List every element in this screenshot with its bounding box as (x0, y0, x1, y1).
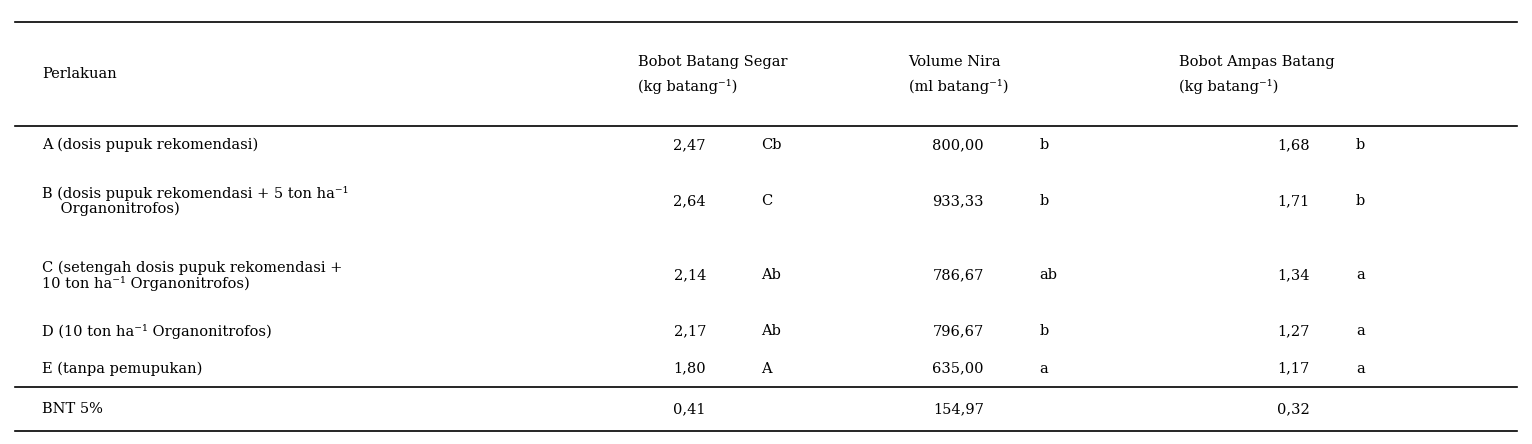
Text: b: b (1039, 194, 1048, 208)
Text: a: a (1356, 325, 1365, 338)
Text: ab: ab (1039, 269, 1057, 282)
Text: 2,64: 2,64 (674, 194, 706, 208)
Text: 1,71: 1,71 (1278, 194, 1310, 208)
Text: 796,67: 796,67 (933, 325, 984, 338)
Text: D (10 ton ha⁻¹ Organonitrofos): D (10 ton ha⁻¹ Organonitrofos) (43, 324, 273, 339)
Text: a: a (1039, 362, 1048, 376)
Text: b: b (1356, 194, 1365, 208)
Text: Ab: Ab (761, 269, 781, 282)
Text: Ab: Ab (761, 325, 781, 338)
Text: 635,00: 635,00 (931, 362, 984, 376)
Text: (ml batang⁻¹): (ml batang⁻¹) (908, 79, 1008, 94)
Text: BNT 5%: BNT 5% (43, 402, 103, 416)
Text: 786,67: 786,67 (933, 269, 984, 282)
Text: Organonitrofos): Organonitrofos) (43, 202, 181, 216)
Text: A (dosis pupuk rekomendasi): A (dosis pupuk rekomendasi) (43, 138, 259, 152)
Text: a: a (1356, 362, 1365, 376)
Text: Cb: Cb (761, 138, 781, 152)
Text: b: b (1356, 138, 1365, 152)
Text: Perlakuan: Perlakuan (43, 67, 116, 81)
Text: Bobot Batang Segar: Bobot Batang Segar (639, 55, 787, 69)
Text: Bobot Ampas Batang: Bobot Ampas Batang (1180, 55, 1334, 69)
Text: 0,41: 0,41 (674, 402, 706, 416)
Text: 1,68: 1,68 (1276, 138, 1310, 152)
Text: a: a (1356, 269, 1365, 282)
Text: (kg batang⁻¹): (kg batang⁻¹) (1180, 79, 1278, 94)
Text: Volume Nira: Volume Nira (908, 55, 1002, 69)
Text: 154,97: 154,97 (933, 402, 984, 416)
Text: b: b (1039, 325, 1048, 338)
Text: 0,32: 0,32 (1276, 402, 1310, 416)
Text: 2,14: 2,14 (674, 269, 706, 282)
Text: 1,17: 1,17 (1278, 362, 1310, 376)
Text: 2,17: 2,17 (674, 325, 706, 338)
Text: 2,47: 2,47 (674, 138, 706, 152)
Text: 1,80: 1,80 (674, 362, 706, 376)
Text: 1,27: 1,27 (1278, 325, 1310, 338)
Text: E (tanpa pemupukan): E (tanpa pemupukan) (43, 361, 202, 376)
Text: 933,33: 933,33 (931, 194, 984, 208)
Text: 10 ton ha⁻¹ Organonitrofos): 10 ton ha⁻¹ Organonitrofos) (43, 276, 250, 291)
Text: A: A (761, 362, 772, 376)
Text: 1,34: 1,34 (1278, 269, 1310, 282)
Text: (kg batang⁻¹): (kg batang⁻¹) (639, 79, 738, 94)
Text: B (dosis pupuk rekomendasi + 5 ton ha⁻¹: B (dosis pupuk rekomendasi + 5 ton ha⁻¹ (43, 186, 349, 201)
Text: b: b (1039, 138, 1048, 152)
Text: C (setengah dosis pupuk rekomendasi +: C (setengah dosis pupuk rekomendasi + (43, 261, 343, 275)
Text: 800,00: 800,00 (931, 138, 984, 152)
Text: C: C (761, 194, 772, 208)
